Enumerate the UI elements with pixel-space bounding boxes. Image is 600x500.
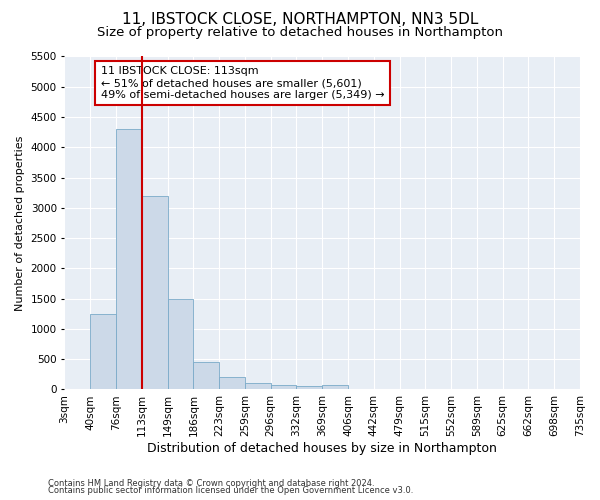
Bar xyxy=(193,362,219,390)
X-axis label: Distribution of detached houses by size in Northampton: Distribution of detached houses by size … xyxy=(147,442,497,455)
Text: Contains public sector information licensed under the Open Government Licence v3: Contains public sector information licen… xyxy=(48,486,413,495)
Bar xyxy=(90,314,116,390)
Bar xyxy=(245,384,271,390)
Bar xyxy=(322,385,348,390)
Y-axis label: Number of detached properties: Number of detached properties xyxy=(15,136,25,310)
Text: Size of property relative to detached houses in Northampton: Size of property relative to detached ho… xyxy=(97,26,503,39)
Bar xyxy=(142,196,167,390)
Bar xyxy=(219,378,245,390)
Text: 11 IBSTOCK CLOSE: 113sqm
← 51% of detached houses are smaller (5,601)
49% of sem: 11 IBSTOCK CLOSE: 113sqm ← 51% of detach… xyxy=(101,66,384,100)
Bar xyxy=(116,129,142,390)
Bar xyxy=(296,386,322,390)
Text: 11, IBSTOCK CLOSE, NORTHAMPTON, NN3 5DL: 11, IBSTOCK CLOSE, NORTHAMPTON, NN3 5DL xyxy=(122,12,478,28)
Text: Contains HM Land Registry data © Crown copyright and database right 2024.: Contains HM Land Registry data © Crown c… xyxy=(48,478,374,488)
Bar xyxy=(271,385,296,390)
Bar xyxy=(167,298,193,390)
